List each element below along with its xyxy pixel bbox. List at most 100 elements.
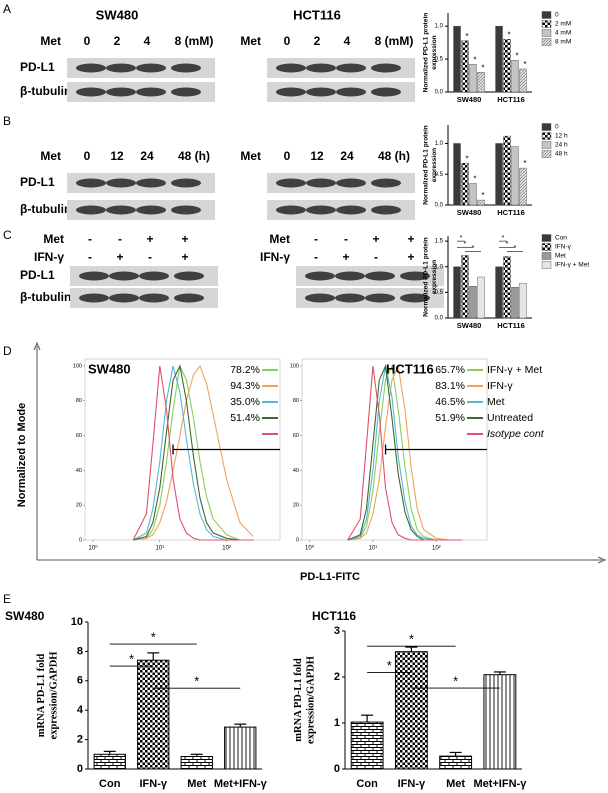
lane-label: 8 (mM) xyxy=(375,34,414,48)
blot-band xyxy=(76,87,106,97)
histogram-curve xyxy=(347,365,462,541)
legend-label: 24 h xyxy=(555,142,568,149)
bar xyxy=(350,721,384,770)
legend-percent: 51.4% xyxy=(230,412,260,424)
legend-swatch xyxy=(541,243,552,251)
x-axis-label: PD-L1-FITC xyxy=(300,571,360,583)
y-axis-label: Normalized PD-L1 protein xyxy=(422,13,429,92)
x-tick-label: Con xyxy=(356,778,378,790)
bar xyxy=(93,753,126,770)
blot-band xyxy=(106,87,136,97)
bar xyxy=(477,199,485,206)
blot-band xyxy=(276,63,306,73)
y-tick-label: 4 xyxy=(77,704,84,716)
significance: * xyxy=(472,245,475,252)
y-tick-label: 1.5 xyxy=(435,239,444,245)
band-label: PD-L1 xyxy=(20,175,55,189)
x-tick-label: Met xyxy=(446,778,465,790)
y-tick-label: 60 xyxy=(76,433,82,439)
histogram-curve xyxy=(132,365,254,541)
blot-band xyxy=(371,63,401,73)
bar xyxy=(453,266,461,319)
significance: * xyxy=(460,235,463,242)
legend-label: IFN-γ xyxy=(487,380,513,392)
legend-swatch xyxy=(541,123,552,131)
band-label: β-tubulin xyxy=(20,290,71,304)
significance: * xyxy=(514,245,517,252)
blot-band xyxy=(276,87,306,97)
blot-band xyxy=(106,63,136,73)
x-tick-label: 10⁰ xyxy=(305,545,315,552)
bar xyxy=(224,726,257,770)
y-axis-label: mRNA PD-L1 fold xyxy=(36,654,47,738)
significance: * xyxy=(453,673,458,688)
y-axis-label: Normalized PD-L1 protein xyxy=(422,125,429,204)
legend-percent: 78.2% xyxy=(230,364,260,376)
significance: * xyxy=(387,658,392,673)
significance: * xyxy=(473,175,476,184)
lane-label: - xyxy=(148,250,152,264)
lane-label: + xyxy=(116,250,123,264)
lane-label: + xyxy=(372,232,379,246)
panel-letter: A xyxy=(3,2,11,16)
blot-band xyxy=(276,205,306,215)
lane-label: - xyxy=(374,250,378,264)
lane-label: + xyxy=(407,232,414,246)
blot-band xyxy=(136,178,166,188)
legend-percent: 35.0% xyxy=(230,396,260,408)
y-tick-label: 1.0 xyxy=(435,141,444,147)
x-tick-label: 10¹ xyxy=(155,546,164,552)
blot-band xyxy=(306,178,336,188)
legend-label: IFN-γ + Met xyxy=(487,364,542,376)
y-tick-label: 0 xyxy=(79,537,82,543)
lane-label: 2 xyxy=(114,34,121,48)
blot-band xyxy=(400,271,430,281)
treatment-label: IFN-γ xyxy=(34,250,64,264)
blot-band xyxy=(400,293,430,303)
bar xyxy=(394,651,428,770)
blot-band xyxy=(305,293,335,303)
bar xyxy=(477,276,485,319)
significance: * xyxy=(502,235,505,242)
blot-band xyxy=(136,63,166,73)
x-tick-label: Met+IFN-γ xyxy=(214,778,268,790)
legend-label: 2 mM xyxy=(555,21,571,28)
x-tick-label: Con xyxy=(99,778,121,790)
blot-band xyxy=(306,63,336,73)
legend-percent: 65.7% xyxy=(435,364,465,376)
treatment-label: Met xyxy=(240,34,261,48)
y-tick-label: 3 xyxy=(334,625,340,637)
y-tick-label: 1.0 xyxy=(435,24,444,30)
x-tick-label: Met+IFN-γ xyxy=(473,778,527,790)
legend-label: Con xyxy=(555,235,567,242)
bar xyxy=(519,167,527,206)
blot-band xyxy=(335,271,365,281)
blot-band xyxy=(365,293,395,303)
legend-label: Untreated xyxy=(487,412,533,424)
lane-label: + xyxy=(407,250,414,264)
legend-label: 4 mM xyxy=(555,30,571,37)
band-label: β-tubulin xyxy=(20,202,71,216)
chart-title: SW480 xyxy=(5,609,45,623)
lane-label: 0 xyxy=(84,149,91,163)
y-tick-label: 0 xyxy=(334,763,340,775)
significance: * xyxy=(473,55,476,64)
bar xyxy=(137,659,170,770)
blot-band xyxy=(306,87,336,97)
lane-label: 24 xyxy=(340,149,354,163)
blot-band xyxy=(336,178,366,188)
blot-band xyxy=(276,178,306,188)
blot-band xyxy=(76,63,106,73)
bar xyxy=(461,162,469,206)
lane-label: 0 xyxy=(284,34,291,48)
bar xyxy=(503,135,511,206)
x-tick-label: 10⁰ xyxy=(88,545,98,552)
lane-label: 12 xyxy=(310,149,324,163)
histogram-curve xyxy=(132,365,254,541)
x-tick-label: 10¹ xyxy=(369,546,378,552)
lane-label: + xyxy=(181,232,188,246)
legend-swatch xyxy=(541,11,552,19)
blot-band xyxy=(139,271,169,281)
panel-letter: D xyxy=(3,344,12,358)
blot-band xyxy=(79,293,109,303)
